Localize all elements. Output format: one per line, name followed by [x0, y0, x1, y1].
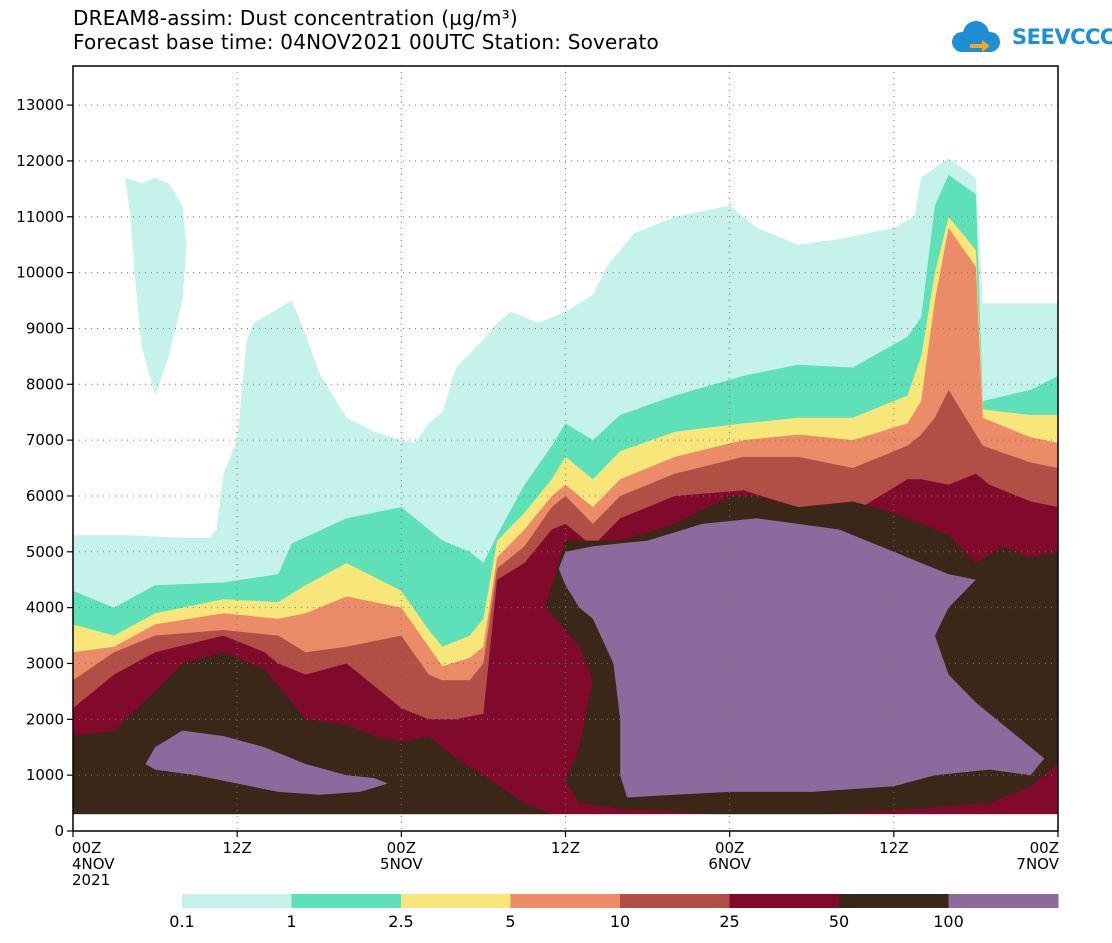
- colorbar-label-3: 5: [505, 912, 515, 931]
- y-tick-label-11: 11000: [16, 208, 64, 226]
- y-tick-label-5: 5000: [26, 543, 64, 561]
- colorbar-label-4: 10: [610, 912, 630, 931]
- y-axis: 0 1000 2000 3000 4000 5000 6000 7000 8000 9000 100…: [16, 96, 73, 840]
- x-tick-label-4: 00Z: [715, 839, 744, 857]
- x-tick-label-3: 12Z: [551, 839, 580, 857]
- x-tick-label-1: 12Z: [222, 839, 251, 857]
- y-tick-label-8: 8000: [26, 375, 64, 393]
- contour-level-100-11: [558, 518, 1045, 798]
- colorbar-swatch-2: [401, 894, 511, 908]
- x-tick-label-0: 00Z: [72, 839, 101, 857]
- colorbar-label-7: 100: [933, 912, 964, 931]
- colorbar-swatch-4: [620, 894, 730, 908]
- x-tick-label-5: 12Z: [879, 839, 908, 857]
- colorbar-swatch-0: [182, 894, 292, 908]
- y-tick-label-0: 0: [54, 822, 64, 840]
- cloud-icon: [952, 21, 1000, 52]
- y-tick-label-4: 4000: [26, 599, 64, 617]
- colorbar-swatch-5: [729, 894, 840, 908]
- x-tick-year-0: 2021: [72, 871, 110, 889]
- x-tick-date-2: 5NOV: [380, 855, 423, 873]
- colorbar-swatch-6: [839, 894, 949, 908]
- x-tick-date-0: 4NOV: [72, 855, 115, 873]
- grid-lines: [73, 66, 1058, 831]
- colorbar-swatch-3: [510, 894, 621, 908]
- y-tick-label-7: 7000: [26, 431, 64, 449]
- seevccc-logo: [952, 21, 1000, 52]
- colorbar-label-0: 0.1: [169, 912, 194, 931]
- colorbar-label-1: 1: [286, 912, 296, 931]
- colorbar: 0.1 1 2.5 5 10 25 50 100: [169, 894, 1059, 931]
- colorbar-label-5: 25: [719, 912, 739, 931]
- y-tick-label-12: 12000: [16, 152, 64, 170]
- y-tick-label-10: 10000: [16, 264, 64, 282]
- contour-level-0_1-1: [125, 177, 187, 396]
- x-tick-date-4: 6NOV: [708, 855, 751, 873]
- y-tick-label-1: 1000: [26, 766, 64, 784]
- y-tick-label-3: 3000: [26, 654, 64, 672]
- colorbar-label-2: 2.5: [388, 912, 413, 931]
- chart-subtitle: Forecast base time: 04NOV2021 00UTC Stat…: [73, 30, 659, 54]
- y-tick-label-6: 6000: [26, 487, 64, 505]
- colorbar-swatch-1: [291, 894, 402, 908]
- contour-level-100-10: [145, 730, 388, 795]
- y-tick-label-9: 9000: [26, 319, 64, 337]
- colorbar-label-6: 50: [829, 912, 849, 931]
- colorbar-swatch-7: [948, 894, 1059, 908]
- x-tick-label-2: 00Z: [387, 839, 416, 857]
- logo-text: SEEVCCC: [1012, 25, 1112, 49]
- y-tick-label-13: 13000: [16, 96, 64, 114]
- y-tick-label-2: 2000: [26, 710, 64, 728]
- x-tick-date-6: 7NOV: [1016, 855, 1059, 873]
- chart-title: DREAM8-assim: Dust concentration (µg/m³): [73, 6, 518, 30]
- x-tick-label-6: 00Z: [1030, 839, 1059, 857]
